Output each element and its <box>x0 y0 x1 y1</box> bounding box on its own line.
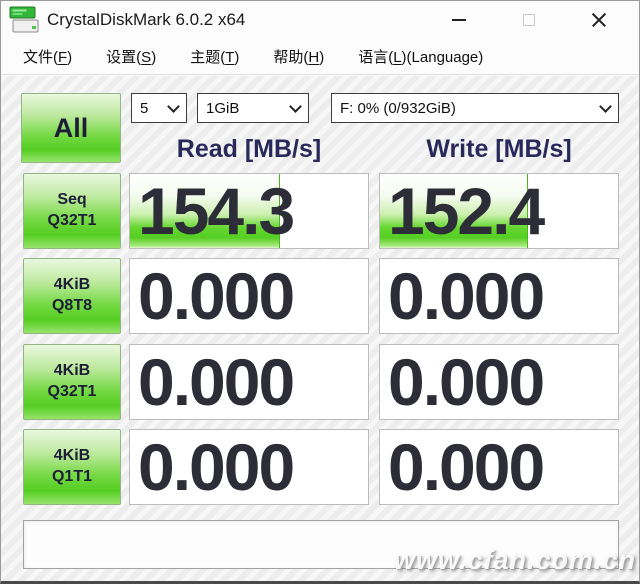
4kib-q1t1-write-cell: 0.000 <box>379 429 619 505</box>
minimize-icon <box>452 19 466 21</box>
read-value: 154.3 <box>138 174 295 248</box>
menu-help[interactable]: 帮助(H) <box>273 49 325 66</box>
test-size-dropdown[interactable]: 1GiB <box>197 93 309 123</box>
minimize-button[interactable] <box>443 5 475 35</box>
result-bar <box>130 174 280 248</box>
write-value: 0.000 <box>388 259 545 333</box>
app-disk-icon <box>9 6 39 33</box>
watermark-text: www.cfan.com.cn <box>393 545 636 575</box>
row-label-line2: Q32T1 <box>47 383 97 400</box>
read-column-header: Read [MB/s] <box>176 135 322 163</box>
title-bar: CrystalDiskMark 6.0.2 x64 <box>1 1 639 39</box>
read-value: 0.000 <box>138 259 295 333</box>
menu-bar: 文件(F) 设置(S) 主题(T) 帮助(H) 语言(L)(Language) <box>1 39 639 75</box>
comment-input[interactable] <box>23 520 619 569</box>
test-count-value: 5 <box>140 99 149 117</box>
4kib-q8t8-button[interactable]: 4KiB Q8T8 <box>23 258 121 334</box>
read-value: 0.000 <box>138 345 295 419</box>
row-label-line1: Seq <box>57 191 87 209</box>
4kib-q8t8-read-cell: 0.000 <box>129 258 369 334</box>
4kib-q32t1-button[interactable]: 4KiB Q32T1 <box>23 344 121 420</box>
row-label-line1: 4KiB <box>53 276 91 294</box>
row-label-line2: Q1T1 <box>51 468 92 485</box>
4kib-q32t1-write-cell: 0.000 <box>379 344 619 420</box>
close-icon <box>591 12 607 28</box>
row-label-line2: Q32T1 <box>47 212 97 229</box>
menu-file[interactable]: 文件(F) <box>23 49 73 66</box>
4kib-q1t1-button[interactable]: 4KiB Q1T1 <box>23 429 121 505</box>
seq-q32t1-write-cell: 152.4 <box>379 173 619 249</box>
write-value: 0.000 <box>388 430 545 504</box>
row-label-line2: Q8T8 <box>51 297 92 314</box>
menu-language[interactable]: 语言(L)(Language) <box>358 49 484 66</box>
seq-q32t1-button[interactable]: Seq Q32T1 <box>23 173 121 249</box>
test-size-value: 1GiB <box>206 99 240 117</box>
target-drive-dropdown[interactable]: F: 0% (0/932GiB) <box>331 93 619 123</box>
row-label-line1: 4KiB <box>53 362 91 380</box>
target-drive-value: F: 0% (0/932GiB) <box>340 99 456 117</box>
seq-q32t1-read-cell: 154.3 <box>129 173 369 249</box>
close-button[interactable] <box>583 5 615 35</box>
menu-settings[interactable]: 设置(S) <box>106 49 157 66</box>
4kib-q32t1-read-cell: 0.000 <box>129 344 369 420</box>
chevron-down-icon <box>289 99 302 113</box>
result-bar <box>380 174 528 248</box>
all-test-label: All <box>53 112 89 143</box>
4kib-q8t8-write-cell: 0.000 <box>379 258 619 334</box>
row-label-line1: 4KiB <box>53 447 91 465</box>
4kib-q1t1-read-cell: 0.000 <box>129 429 369 505</box>
window-title: CrystalDiskMark 6.0.2 x64 <box>47 10 246 29</box>
menu-theme[interactable]: 主题(T) <box>190 49 240 66</box>
write-value: 152.4 <box>388 174 545 248</box>
read-value: 0.000 <box>138 430 295 504</box>
test-count-dropdown[interactable]: 5 <box>131 93 187 123</box>
chevron-down-icon <box>599 99 612 113</box>
maximize-icon <box>523 14 535 26</box>
all-test-button[interactable]: All <box>21 93 121 163</box>
maximize-button[interactable] <box>513 5 545 35</box>
write-column-header: Write [MB/s] <box>426 135 572 163</box>
write-value: 0.000 <box>388 345 545 419</box>
chevron-down-icon <box>167 99 180 113</box>
